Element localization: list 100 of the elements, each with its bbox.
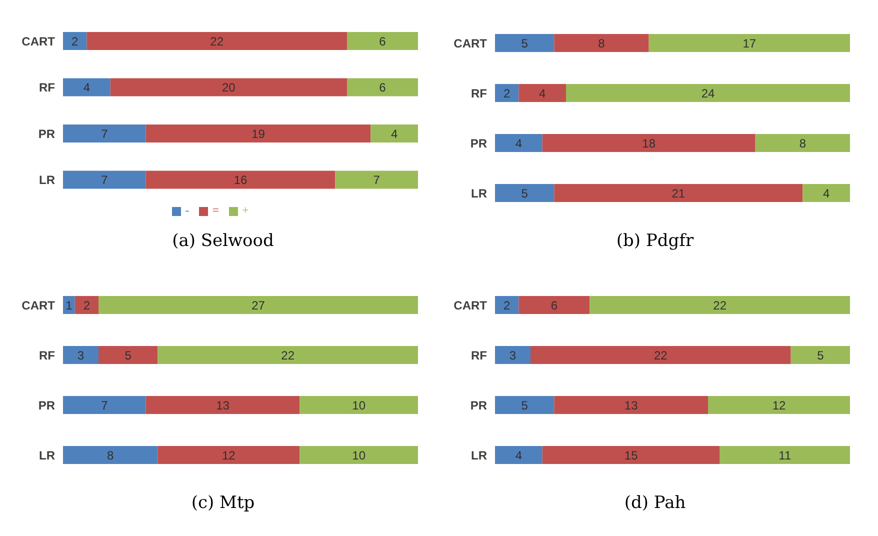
bar bbox=[158, 346, 418, 364]
data-label: 7 bbox=[101, 398, 108, 412]
bar bbox=[63, 296, 75, 314]
legend-label: + bbox=[242, 203, 249, 217]
data-label: 6 bbox=[379, 80, 386, 95]
y-tick-label: LR bbox=[471, 448, 488, 462]
bar bbox=[566, 84, 850, 102]
data-label: 2 bbox=[83, 298, 90, 312]
data-label: 5 bbox=[817, 348, 824, 362]
y-tick-label: CART bbox=[22, 298, 56, 312]
y-tick-label: LR bbox=[471, 186, 488, 200]
data-label: 4 bbox=[515, 136, 522, 150]
bar bbox=[110, 78, 347, 96]
y-tick-label: PR bbox=[470, 136, 488, 150]
bar bbox=[86, 32, 347, 50]
y-tick-label: PR bbox=[38, 126, 56, 141]
bar bbox=[518, 84, 566, 102]
data-label: 10 bbox=[352, 448, 366, 462]
bar bbox=[648, 34, 850, 52]
data-label: 18 bbox=[642, 136, 656, 150]
bar bbox=[542, 134, 756, 152]
text: (b) Pdgfr bbox=[615, 231, 695, 251]
data-label: 6 bbox=[379, 34, 386, 48]
bar bbox=[63, 446, 158, 464]
y-tick-label: RF bbox=[39, 348, 55, 362]
y-tick-label: RF bbox=[39, 80, 55, 95]
bar bbox=[146, 124, 371, 142]
data-label: 13 bbox=[216, 398, 230, 412]
data-label: 27 bbox=[252, 298, 266, 312]
bar bbox=[74, 296, 98, 314]
bar bbox=[146, 396, 300, 414]
y-tick-label: LR bbox=[39, 448, 56, 462]
bar bbox=[158, 446, 300, 464]
bar bbox=[495, 184, 554, 202]
data-label: 2 bbox=[503, 298, 510, 312]
bar bbox=[554, 184, 803, 202]
bar bbox=[554, 396, 708, 414]
bar bbox=[98, 296, 418, 314]
bar bbox=[63, 170, 146, 189]
bar bbox=[63, 78, 110, 96]
bar bbox=[790, 346, 850, 364]
data-label: 2 bbox=[71, 34, 78, 48]
bar bbox=[146, 170, 336, 189]
data-label: 22 bbox=[654, 348, 668, 362]
y-tick-label: PR bbox=[38, 398, 56, 412]
bar bbox=[495, 346, 530, 364]
data-label: 5 bbox=[521, 398, 528, 412]
data-label: 16 bbox=[234, 173, 248, 188]
bar bbox=[495, 396, 554, 414]
data-label: 5 bbox=[521, 36, 528, 50]
data-label: 8 bbox=[799, 136, 806, 150]
y-tick-label: RF bbox=[471, 86, 487, 100]
data-label: 12 bbox=[772, 398, 786, 412]
data-label: 13 bbox=[624, 398, 638, 412]
data-label: 21 bbox=[672, 186, 686, 200]
bar bbox=[300, 446, 418, 464]
bar bbox=[720, 446, 850, 464]
data-label: 10 bbox=[352, 398, 366, 412]
bar bbox=[98, 346, 158, 364]
data-label: 7 bbox=[101, 173, 108, 188]
data-label: 15 bbox=[624, 448, 638, 462]
bar bbox=[495, 84, 519, 102]
text: (a) Selwood bbox=[171, 231, 275, 251]
data-label: 20 bbox=[222, 80, 236, 95]
data-label: 19 bbox=[252, 126, 266, 141]
bar bbox=[554, 34, 649, 52]
y-tick-label: PR bbox=[470, 398, 488, 412]
data-label: 22 bbox=[210, 34, 224, 48]
bar bbox=[495, 446, 542, 464]
data-label: 24 bbox=[701, 86, 715, 100]
bar bbox=[335, 170, 418, 189]
data-label: 5 bbox=[521, 186, 528, 200]
data-label: 11 bbox=[778, 448, 792, 462]
text: (c) Mtp bbox=[190, 493, 256, 513]
bar bbox=[347, 32, 418, 50]
bar bbox=[63, 346, 98, 364]
data-label: 8 bbox=[598, 36, 606, 50]
data-label: 17 bbox=[742, 36, 756, 50]
bar bbox=[370, 124, 418, 142]
data-label: 4 bbox=[538, 86, 546, 100]
bar bbox=[495, 34, 554, 52]
bar bbox=[542, 446, 720, 464]
bar bbox=[518, 296, 590, 314]
text: (d) Pah bbox=[623, 493, 687, 513]
bar bbox=[63, 124, 146, 142]
legend-label: = bbox=[212, 203, 219, 217]
data-label: 22 bbox=[713, 298, 727, 312]
bar bbox=[63, 32, 87, 50]
data-label: 4 bbox=[83, 80, 90, 95]
data-label: 22 bbox=[281, 348, 295, 362]
data-label: 4 bbox=[515, 448, 522, 462]
data-label: 7 bbox=[101, 126, 108, 141]
y-tick-label: LR bbox=[39, 173, 56, 188]
bar bbox=[530, 346, 791, 364]
bar bbox=[300, 396, 418, 414]
data-label: 8 bbox=[106, 448, 114, 462]
legend-label: - bbox=[185, 203, 190, 217]
bar bbox=[347, 78, 418, 96]
bar bbox=[63, 396, 146, 414]
bar bbox=[590, 296, 850, 314]
